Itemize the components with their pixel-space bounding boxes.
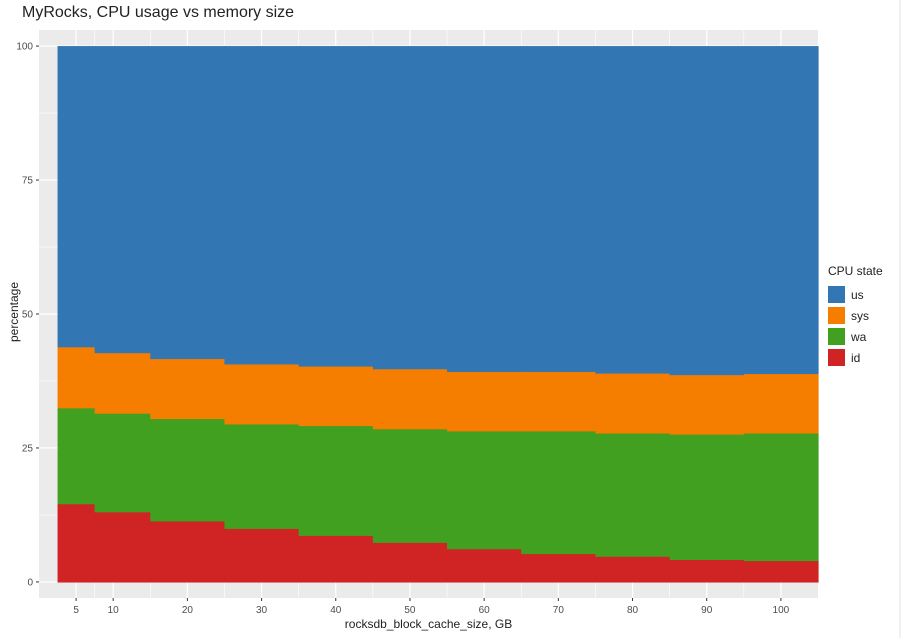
y-tick-label: 75 (22, 176, 34, 187)
x-tick-label: 80 (627, 605, 639, 616)
series-steps (57, 46, 819, 583)
y-tick-label: 50 (22, 310, 34, 321)
legend-title: CPU state (828, 264, 883, 278)
x-tick-label: 60 (479, 605, 491, 616)
legend-label-id: id (851, 350, 861, 365)
area-segment-id (298, 535, 374, 583)
x-tick-label: 40 (330, 605, 342, 616)
area-segment-sys (298, 365, 374, 427)
y-tick-label: 25 (22, 443, 34, 454)
area-segment-sys (372, 368, 448, 430)
legend-item-sys: sys (828, 305, 883, 326)
area-segment-id (595, 556, 671, 583)
area-segment-us (521, 46, 597, 372)
page-edge (899, 0, 901, 638)
x-tick-label: 50 (404, 605, 416, 616)
area-segment-sys (743, 373, 819, 434)
area-segment-sys (595, 372, 671, 434)
area-segment-wa (447, 430, 522, 550)
x-tick-label: 10 (108, 605, 120, 616)
area-segment-wa (595, 432, 671, 557)
legend: CPU state us sys wa id (828, 264, 883, 368)
area-segment-wa (372, 428, 448, 543)
area-segment-id (669, 559, 745, 583)
area-segment-id (94, 511, 151, 583)
legend-label-sys: sys (851, 308, 869, 323)
x-axis-label-text: rocksdb_block_cache_size, GB (344, 617, 513, 631)
area-segment-sys (150, 358, 226, 420)
legend-swatch-us (828, 286, 845, 303)
area-segment-id (372, 542, 448, 583)
y-axis-ticks: 0 25 50 75 100 (16, 42, 39, 588)
area-segment-us (743, 46, 819, 375)
area-segment-sys (447, 371, 522, 432)
area-segment-sys (521, 371, 597, 432)
area-segment-sys (224, 363, 300, 425)
area-segment-us (447, 46, 522, 372)
legend-swatch-wa (828, 328, 845, 345)
area-segment-id (743, 560, 819, 583)
area-segment-id (521, 553, 597, 583)
area-segment-wa (57, 407, 96, 505)
x-axis-ticks: 5 10 20 30 40 50 60 70 80 90 100 (73, 598, 790, 616)
area-segment-us (57, 46, 96, 348)
x-tick-label: 100 (773, 605, 790, 616)
y-tick-label: 100 (16, 42, 33, 53)
area-segment-wa (94, 413, 151, 513)
area-segment-us (150, 46, 226, 360)
area-segment-us (298, 46, 374, 367)
x-tick-label: 70 (553, 605, 565, 616)
area-segment-us (669, 46, 745, 376)
area-segment-id (447, 548, 522, 583)
area-segment-us (94, 46, 151, 354)
x-axis-label: rocksdb_block_cache_size, GB (39, 617, 818, 631)
area-segment-wa (224, 423, 300, 529)
x-tick-label: 5 (73, 605, 79, 616)
legend-item-wa: wa (828, 326, 883, 347)
y-axis-label: percentage (7, 281, 21, 343)
area-segment-us (224, 46, 300, 365)
legend-swatch-id (828, 349, 845, 366)
area-segment-id (150, 520, 226, 583)
chart-title: MyRocks, CPU usage vs memory size (22, 4, 295, 21)
area-segment-wa (743, 432, 819, 562)
legend-item-us: us (828, 284, 883, 305)
area-segment-us (372, 46, 448, 370)
x-tick-label: 30 (256, 605, 268, 616)
area-segment-id (57, 503, 96, 583)
x-tick-label: 90 (701, 605, 713, 616)
legend-swatch-sys (828, 307, 845, 324)
area-segment-sys (57, 346, 96, 409)
legend-label-us: us (851, 287, 864, 302)
y-tick-label: 0 (27, 577, 33, 588)
area-segment-id (224, 528, 300, 583)
area-segment-wa (150, 418, 226, 522)
area-segment-sys (669, 374, 745, 435)
area-segment-us (595, 46, 671, 374)
legend-item-id: id (828, 347, 883, 368)
area-segment-sys (94, 352, 151, 414)
legend-label-wa: wa (851, 329, 867, 344)
x-tick-label: 20 (182, 605, 194, 616)
area-segment-wa (669, 434, 745, 561)
area-segment-wa (298, 425, 374, 536)
area-segment-wa (521, 430, 597, 555)
